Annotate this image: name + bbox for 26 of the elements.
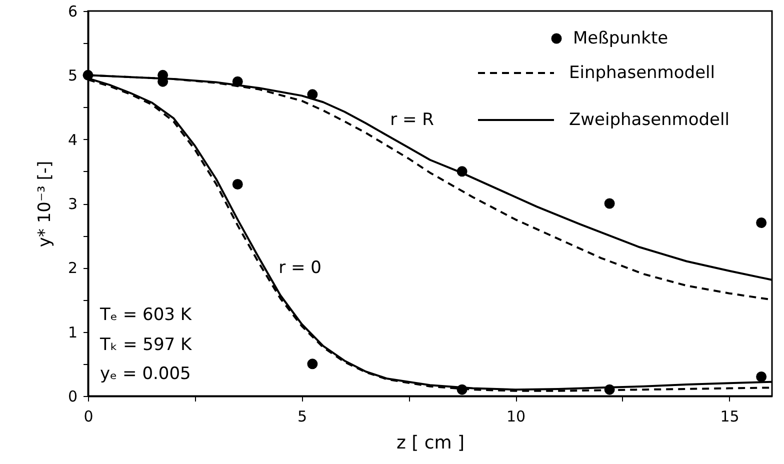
annotation: Tₖ = 597 K — [99, 335, 193, 355]
x-tick-label: 15 — [720, 408, 740, 426]
x-tick-label: 10 — [506, 408, 526, 426]
point — [756, 218, 767, 228]
y-tick-label: 2 — [68, 259, 78, 278]
x-tick-label: 5 — [297, 408, 308, 426]
y-tick-label: 5 — [68, 66, 78, 85]
annotation: r = R — [390, 110, 434, 130]
x-tick-label: 0 — [84, 408, 94, 426]
y-tick-label: 3 — [68, 195, 78, 213]
point — [604, 198, 615, 209]
annotation: yₑ = 0.005 — [100, 364, 191, 384]
y-tick-label: 4 — [68, 130, 78, 149]
point — [232, 179, 243, 190]
annotation: r = 0 — [278, 258, 322, 278]
y-tick-label: 6 — [68, 2, 78, 20]
x-axis-title: z [ cm ] — [396, 432, 465, 454]
y-axis-title: y* 10⁻³ [-] — [34, 160, 55, 248]
y-tick-label: 1 — [68, 323, 78, 342]
annotation: Tₑ = 603 K — [99, 305, 192, 325]
legend-label: Meßpunkte — [573, 28, 668, 48]
legend-label: Einphasenmodell — [569, 63, 715, 83]
point — [756, 372, 767, 382]
y-tick-label: 0 — [68, 388, 78, 406]
legend-label: Zweiphasenmodell — [569, 110, 730, 130]
point — [307, 358, 318, 370]
